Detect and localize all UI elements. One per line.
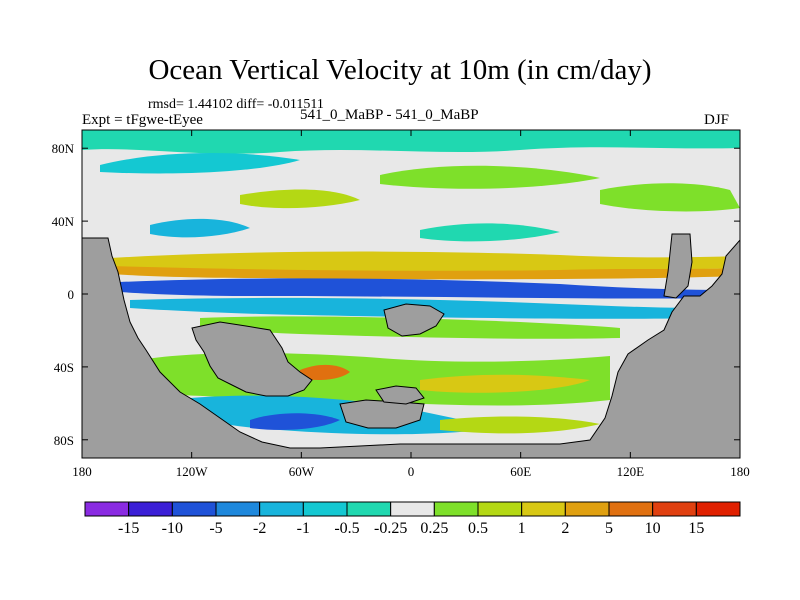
colorbar-swatch [302,501,348,517]
field-tropical-orange [110,266,740,280]
y-tick-label: 80S [54,433,74,448]
map-title: Ocean Vertical Velocity at 10m (in cm/da… [148,54,652,86]
axis-ticks [81,130,741,458]
colorbar-label: 2 [561,520,569,537]
x-tick-label: 60E [510,464,531,479]
colorbar-label: -0.25 [374,520,407,537]
field-north-green [380,165,600,189]
colorbar-swatch [171,501,217,517]
colorbar-label: 5 [605,520,613,537]
y-tick-label: 80N [52,141,75,156]
colorbar-swatch [128,501,173,517]
colorbar-label: -1 [297,520,310,537]
colorbar-label: 0.5 [468,520,488,537]
x-tick-label: 120E [617,464,645,479]
colorbar-swatch [477,501,523,517]
case-label: 541_0_MaBP - 541_0_MaBP [300,107,479,123]
colorbar-label: -0.5 [334,520,359,537]
colorbar-swatch [215,501,261,517]
stats-label: rmsd= 1.44102 diff= -0.011511 [148,97,324,112]
colorbar-label: 1 [518,520,526,537]
colorbar-swatch [390,501,435,517]
colorbar-labels: -15 -10 -5 -2 -1 -0.5 -0.25 0.25 0.5 1 2 5 10 15 [118,520,704,537]
colorbar-label: 0.25 [420,520,448,537]
colorbar-swatch [695,501,741,517]
colorbar-swatch [608,501,654,517]
experiment-label: Expt = tFgwe-tEyee [82,112,203,128]
land-continent-a [191,321,313,397]
x-tick-label: 180 [72,464,92,479]
axis-tick-labels: 180 120W 60W 0 60E 120E 180 80N 40N 0 40S 80S [52,141,750,479]
colorbar-label: -15 [118,520,139,537]
land-continent-c [339,399,425,429]
field-hotspot-orange [300,364,350,380]
x-tick-label: 180 [730,464,750,479]
colorbar-swatch [521,501,566,517]
field-ne-green [600,183,740,212]
map-plot-area [82,130,740,458]
colorbar-swatch [259,501,304,517]
field-equatorial-upwelling [120,278,730,299]
colorbar-swatch [346,501,392,517]
land-mask [82,237,740,458]
field-tropical-yellow [110,251,740,272]
colorbar-label: 15 [688,520,704,537]
field-arctic-band [82,130,740,154]
x-tick-label: 120W [176,464,209,479]
field-nw-cyan [150,218,250,238]
land-continent-b [383,303,445,337]
colorbar-label: -10 [162,520,183,537]
colorbar-label: -2 [253,520,266,537]
x-tick-label: 60W [289,464,315,479]
field-southern-yellow [420,374,590,393]
land-continent-d [375,385,425,405]
field-antarctic-blue [250,413,340,430]
colorbar-swatch [652,501,697,517]
y-tick-label: 40S [54,360,74,375]
colorbar-label: 10 [645,520,661,537]
colorbar-swatch [84,501,130,517]
land-continent-e [663,233,693,299]
field-north-yellow [240,189,360,209]
x-tick-label: 0 [408,464,415,479]
colorbar-swatch [564,501,610,517]
season-label: DJF [704,112,730,128]
colorbar-label: -5 [209,520,222,537]
field-antarctic-yellow [440,416,600,434]
colorbar [84,501,741,517]
y-tick-label: 0 [68,287,75,302]
field-midlat-cyan [420,223,560,242]
colorbar-swatch [433,501,479,517]
field-arctic-patch [100,153,300,174]
y-tick-label: 40N [52,214,75,229]
